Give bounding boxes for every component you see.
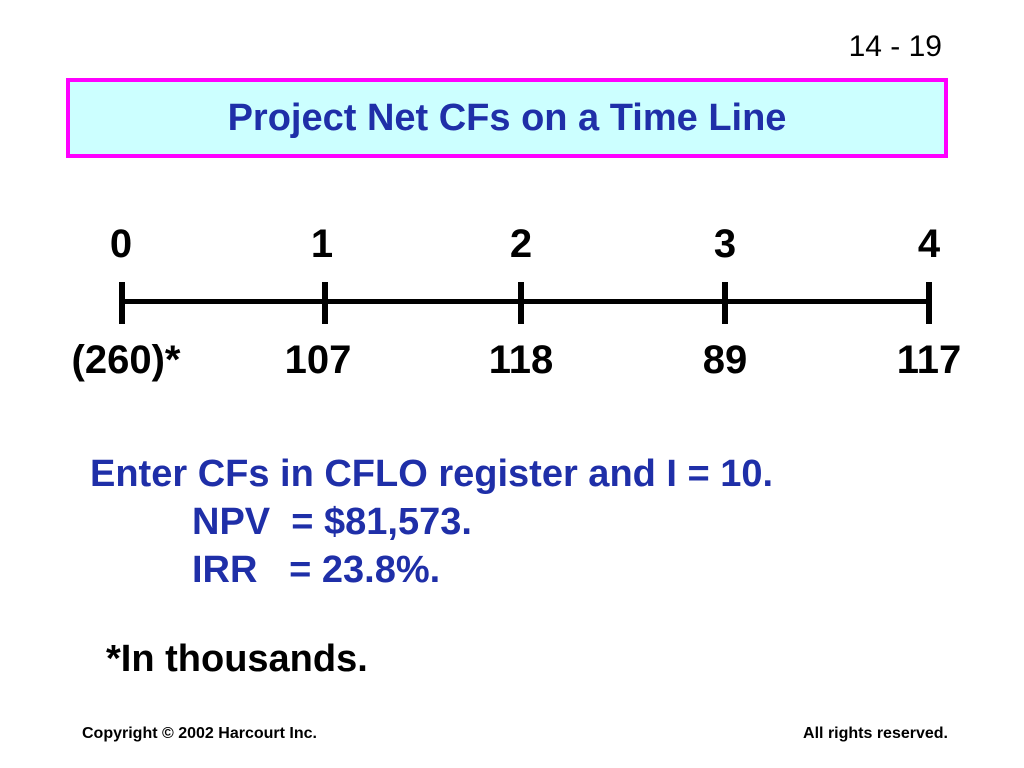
cash-flow-1: 107 bbox=[284, 338, 352, 382]
calculation-notes: Enter CFs in CFLO register and I = 10. N… bbox=[90, 450, 773, 594]
timeline-tick-1 bbox=[322, 282, 328, 324]
period-label-1: 1 bbox=[310, 222, 334, 266]
footer-copyright: Copyright © 2002 Harcourt Inc. bbox=[82, 725, 317, 742]
slide-title: Project Net CFs on a Time Line bbox=[227, 96, 787, 139]
timeline-tick-2 bbox=[518, 282, 524, 324]
timeline-tick-4 bbox=[926, 282, 932, 324]
page-number: 14 - 19 bbox=[848, 30, 942, 63]
period-label-3: 3 bbox=[713, 222, 737, 266]
cash-flow-0: (260)* bbox=[71, 338, 181, 382]
timeline-tick-3 bbox=[722, 282, 728, 324]
cash-flow-2: 118 bbox=[488, 338, 554, 382]
cash-flow-timeline: 0 1 2 3 4 (260)* 107 118 89 117 bbox=[71, 222, 962, 382]
title-box: Project Net CFs on a Time Line bbox=[66, 78, 948, 158]
period-label-0: 0 bbox=[109, 222, 133, 266]
note-irr: IRR = 23.8%. bbox=[192, 549, 441, 591]
note-npv: NPV = $81,573. bbox=[192, 501, 472, 543]
footnote: *In thousands. bbox=[106, 638, 368, 680]
timeline-tick-0 bbox=[119, 282, 125, 324]
timeline-axis bbox=[122, 299, 930, 304]
period-label-2: 2 bbox=[509, 222, 533, 266]
cash-flow-4: 117 bbox=[896, 338, 962, 382]
period-label-4: 4 bbox=[917, 222, 941, 266]
footer-rights: All rights reserved. bbox=[803, 725, 948, 742]
note-instruction: Enter CFs in CFLO register and I = 10. bbox=[90, 453, 774, 495]
cash-flow-3: 89 bbox=[702, 338, 748, 382]
